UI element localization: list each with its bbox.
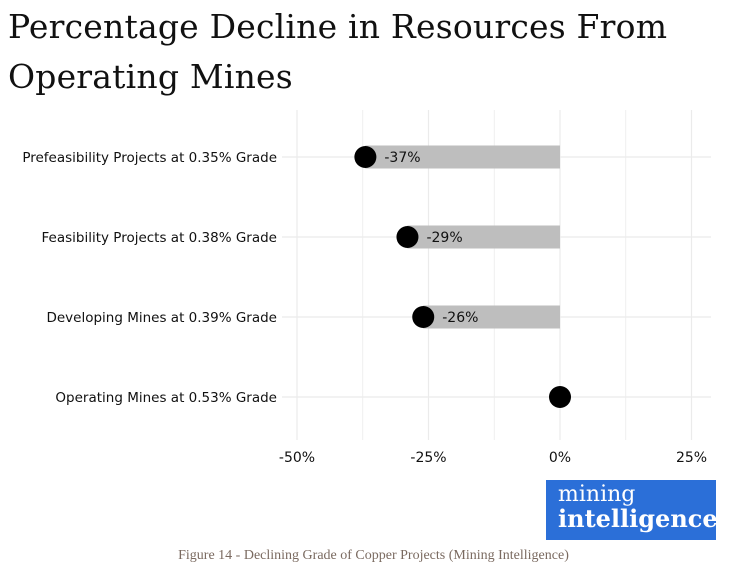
bars <box>365 145 560 329</box>
mining-intelligence-logo: mining intelligence <box>546 480 718 540</box>
x-tick-label: -25% <box>410 450 446 466</box>
logo-line-1: mining <box>558 482 636 507</box>
category-label: Developing Mines at 0.39% Grade <box>46 310 277 326</box>
x-tick-label: -50% <box>279 450 315 466</box>
dot <box>549 386 571 408</box>
x-tick-label: 0% <box>549 450 571 466</box>
bar <box>407 225 560 249</box>
logo-line-2: intelligence <box>558 504 718 533</box>
bar <box>365 145 560 169</box>
lollipop-chart: -37% -29% -26% Prefeasibility Projects at … <box>22 110 711 466</box>
x-axis-ticks: -50% -25% 0% 25% <box>279 450 707 466</box>
x-tick-label: 25% <box>676 450 707 466</box>
category-label: Prefeasibility Projects at 0.35% Grade <box>22 150 277 166</box>
chart-title-line-1: Percentage Decline in Resources From <box>8 7 668 46</box>
data-label: -29% <box>426 230 462 246</box>
dot <box>412 306 435 328</box>
chart-title-line-2: Operating Mines <box>8 57 293 96</box>
category-label: Feasibility Projects at 0.38% Grade <box>42 230 278 246</box>
data-label: -26% <box>442 310 478 326</box>
data-labels: -37% -29% -26% <box>384 150 478 326</box>
bar <box>423 305 560 329</box>
dot <box>354 146 377 168</box>
category-labels: Prefeasibility Projects at 0.35% Grade Fe… <box>22 150 277 406</box>
dots <box>354 146 571 408</box>
data-label: -37% <box>384 150 420 166</box>
category-label: Operating Mines at 0.53% Grade <box>55 390 277 406</box>
dot <box>396 226 419 248</box>
figure-caption: Figure 14 - Declining Grade of Copper Pr… <box>178 548 569 563</box>
chart-title: Percentage Decline in Resources From Ope… <box>8 2 667 102</box>
